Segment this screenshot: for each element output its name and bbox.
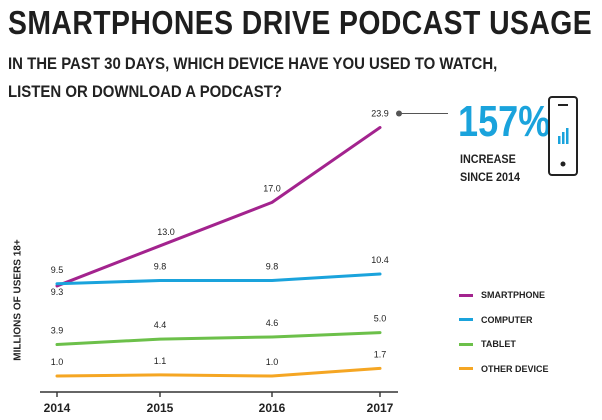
data-label-computer-2015: 9.8 bbox=[154, 262, 167, 272]
data-label-smartphone-2014: 9.3 bbox=[51, 287, 64, 297]
chart-subtitle: IN THE PAST 30 DAYS, WHICH DEVICE HAVE Y… bbox=[8, 50, 497, 106]
series-line-tablet bbox=[55, 331, 382, 347]
data-label-tablet-2016: 4.6 bbox=[266, 318, 279, 328]
data-label-other-device-2014: 1.0 bbox=[51, 357, 64, 367]
legend-item-other-device: OTHER DEVICE bbox=[459, 357, 549, 382]
legend-swatch-computer bbox=[459, 318, 473, 322]
increase-percent: 157% bbox=[458, 97, 551, 146]
data-label-smartphone-2016: 17.0 bbox=[263, 183, 281, 193]
increase-caption-line-1: INCREASE bbox=[460, 152, 516, 166]
legend-item-computer: COMPUTER bbox=[459, 308, 549, 333]
data-label-other-device-2015: 1.1 bbox=[154, 356, 167, 366]
increase-caption-line-2: SINCE 2014 bbox=[460, 170, 521, 184]
data-label-other-device-2017: 1.7 bbox=[374, 349, 387, 359]
legend-label-smartphone: SMARTPHONE bbox=[481, 290, 546, 301]
data-label-other-device-2016: 1.0 bbox=[266, 357, 279, 367]
legend-label-other-device: OTHER DEVICE bbox=[481, 363, 549, 374]
data-label-smartphone-2017: 23.9 bbox=[371, 109, 389, 119]
data-label-computer-2014: 9.5 bbox=[51, 265, 64, 275]
series-line-smartphone bbox=[55, 126, 382, 288]
legend-label-computer: COMPUTER bbox=[481, 314, 533, 325]
data-label-tablet-2014: 3.9 bbox=[51, 326, 64, 336]
legend-swatch-smartphone bbox=[459, 293, 473, 297]
data-label-computer-2017: 10.4 bbox=[371, 255, 389, 265]
chart-legend: SMARTPHONE COMPUTER TABLET OTHER DEVICE bbox=[459, 283, 549, 381]
x-tick-label-2017: 2017 bbox=[367, 401, 394, 415]
legend-label-tablet: TABLET bbox=[481, 339, 516, 350]
data-label-computer-2016: 9.8 bbox=[266, 262, 279, 272]
increase-caption: INCREASE SINCE 2014 bbox=[460, 150, 520, 186]
x-tick-label-2014: 2014 bbox=[44, 401, 71, 415]
legend-item-smartphone: SMARTPHONE bbox=[459, 283, 549, 308]
subtitle-line-2: LISTEN OR DOWNLOAD A PODCAST? bbox=[8, 82, 282, 101]
chart-title: SMARTPHONES DRIVE PODCAST USAGE bbox=[8, 4, 593, 41]
data-label-tablet-2015: 4.4 bbox=[154, 320, 167, 330]
subtitle-line-1: IN THE PAST 30 DAYS, WHICH DEVICE HAVE Y… bbox=[8, 54, 498, 73]
legend-swatch-other-device bbox=[459, 367, 473, 371]
data-label-smartphone-2015: 13.0 bbox=[157, 227, 175, 237]
x-tick-label-2015: 2015 bbox=[147, 401, 174, 415]
legend-swatch-tablet bbox=[459, 342, 473, 346]
series-line-computer bbox=[55, 272, 382, 286]
legend-item-tablet: TABLET bbox=[459, 332, 549, 357]
series-line-other-device bbox=[55, 366, 382, 378]
smartphone-icon bbox=[548, 96, 578, 176]
x-tick-label-2016: 2016 bbox=[259, 401, 286, 415]
data-label-tablet-2017: 5.0 bbox=[374, 314, 387, 324]
